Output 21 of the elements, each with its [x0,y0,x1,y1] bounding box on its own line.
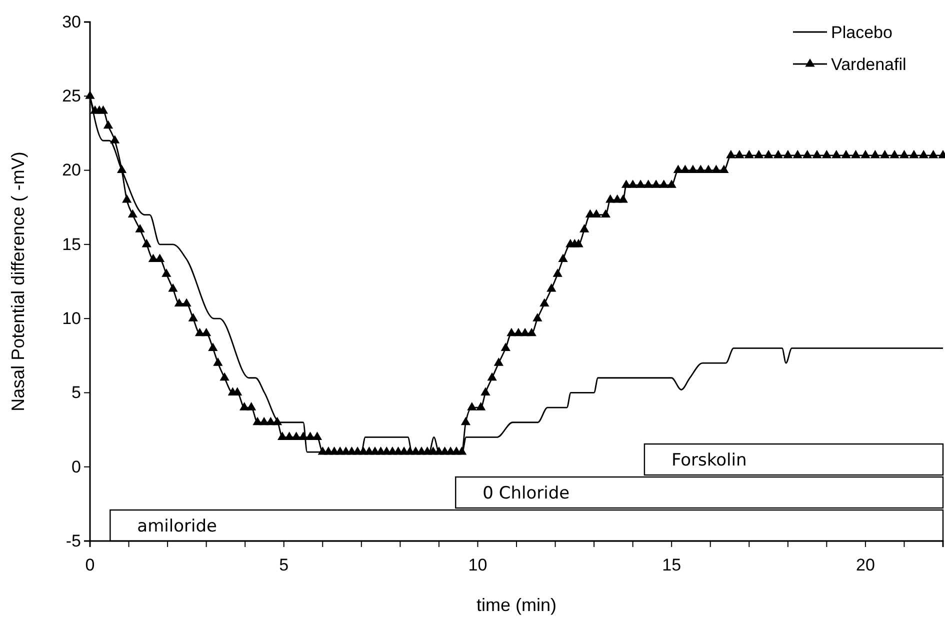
band-label: amiloride [137,516,217,536]
y-tick-label: 5 [72,383,81,402]
y-tick-label: 0 [72,457,81,476]
y-tick-label: 20 [62,160,81,180]
y-axis-title: Nasal Potential difference ( -mV) [8,152,28,412]
x-tick-label: 0 [85,555,95,574]
x-tick-label: 20 [856,555,875,574]
legend-label: Placebo [831,23,892,42]
y-tick-label: 30 [62,12,81,32]
x-tick-label: 5 [279,555,289,574]
x-tick-label: 10 [468,555,488,574]
x-axis-title: time (min) [476,595,556,615]
x-tick-label: 15 [662,555,682,574]
band-label: 0 Chloride [482,484,570,504]
band-label: Forskolin [671,450,747,470]
legend-label: Vardenafil [831,55,906,74]
y-tick-label: 25 [62,86,81,106]
y-tick-label: -5 [66,531,81,550]
point [116,164,127,174]
y-tick-label: 10 [62,309,81,328]
y-tick-label: 15 [62,234,81,254]
